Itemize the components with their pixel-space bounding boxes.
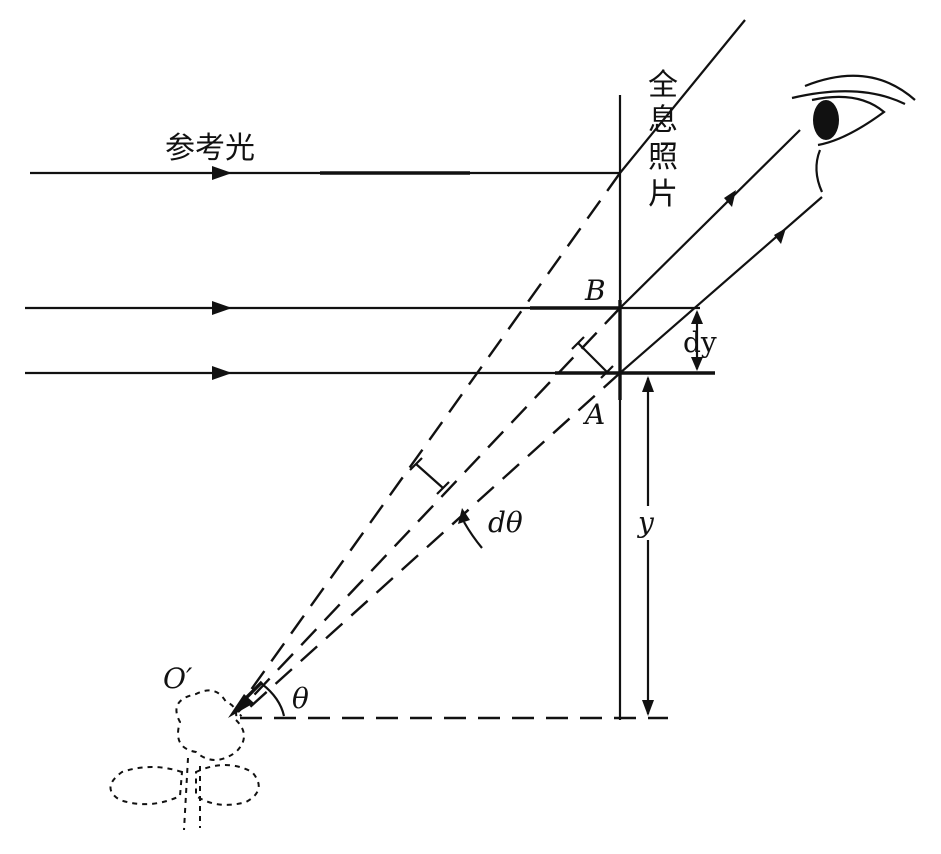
reference-light-label: 参考光 [165, 131, 255, 166]
theta-label: θ [292, 682, 309, 715]
hologram-label-char-1: 全 [648, 68, 678, 103]
reference-light-rays [25, 166, 715, 380]
point-a-label: A [582, 398, 605, 431]
y-dimension: y [636, 376, 660, 716]
image-point-label: O′ [163, 662, 193, 695]
diffracted-ray-top [619, 19, 746, 174]
reference-ray-middle-arrow [212, 301, 232, 315]
reference-ray-bottom-arrow [212, 366, 232, 380]
y-label-background [636, 506, 660, 540]
dy-dimension: dy [683, 310, 717, 371]
perpendicular-tick-b [600, 365, 614, 379]
y-arrow-up [642, 376, 654, 392]
eye-icon [791, 74, 916, 193]
point-b-label: B [584, 274, 606, 307]
hologram-label-char-3: 照 [648, 140, 678, 175]
reference-ray-top-arrow [212, 166, 232, 180]
perpendicular-tick-a [571, 336, 585, 350]
y-label: y [636, 506, 655, 539]
dy-arrow-up [691, 310, 703, 324]
diffracted-ray-bottom-arrow [774, 228, 786, 244]
dy-label: dy [683, 326, 717, 359]
virtual-ray-bottom [239, 372, 621, 717]
hologram-label: 全 息 照 片 [648, 68, 678, 212]
image-point-arrow [228, 694, 254, 718]
d-theta-arc [463, 521, 483, 549]
virtual-ray-top [237, 172, 621, 709]
image-point-arrow-shaft [238, 680, 264, 706]
eye-pupil [813, 100, 839, 140]
virtual-rays [237, 172, 668, 720]
diffracted-rays [619, 19, 823, 374]
virtual-ray-middle [237, 307, 621, 713]
beam-width-marker [415, 463, 444, 489]
diffracted-ray-middle-arrow [724, 190, 736, 207]
beam-width-tick-b [436, 481, 450, 495]
d-theta-label: dθ [488, 506, 523, 539]
dy-arrow-down [691, 357, 703, 371]
d-theta-arrow [458, 508, 470, 524]
perpendicular-marker [577, 342, 608, 373]
diffracted-ray-middle [619, 129, 801, 309]
diffracted-ray-bottom [619, 196, 823, 374]
flower-object-icon [109, 689, 260, 831]
theta-arc [261, 683, 286, 717]
hologram-label-char-4: 片 [648, 177, 678, 212]
y-arrow-down [642, 700, 654, 716]
beam-width-tick-a [409, 457, 423, 471]
